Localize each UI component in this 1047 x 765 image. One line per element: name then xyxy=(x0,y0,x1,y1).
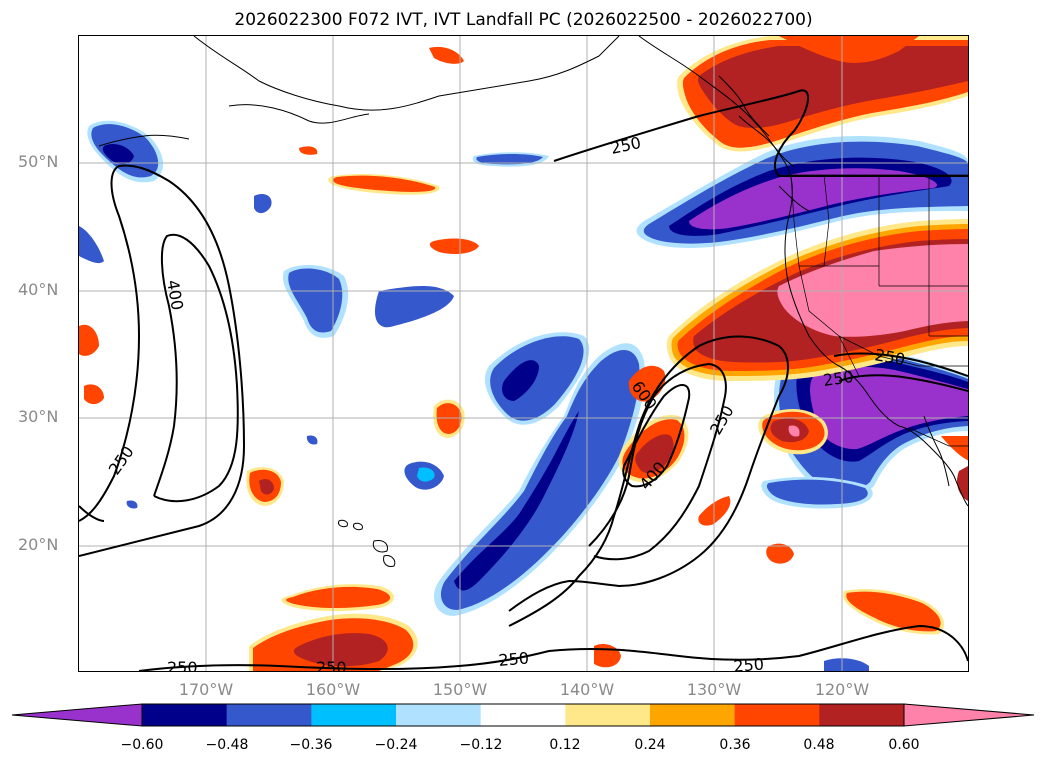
lat-label-40n: 40°N xyxy=(18,280,59,299)
gridlines xyxy=(79,36,968,671)
map-title: 2026022300 F072 IVT, IVT Landfall PC (20… xyxy=(234,10,813,30)
colorbar-tick-neg012: −0.12 xyxy=(459,737,503,753)
colorbar-tick-neg024: −0.24 xyxy=(374,737,418,753)
contour-label-250-bottom-3: 250 xyxy=(498,648,530,670)
lon-label-120w: 120°W xyxy=(814,680,870,699)
colorbar-frame xyxy=(141,703,905,727)
negative-anomaly-areas xyxy=(79,120,968,671)
lon-label-130w: 130°W xyxy=(686,680,742,699)
colorbar-tick-pos060: 0.60 xyxy=(888,737,920,753)
colorbar-tick-neg048: −0.48 xyxy=(205,737,249,753)
colorbar-extend-low xyxy=(11,703,143,727)
colorbar-tick-neg060: −0.60 xyxy=(120,737,164,753)
colorbar-segment xyxy=(819,704,905,726)
colorbar-segment xyxy=(480,704,566,726)
lat-label-50n: 50°N xyxy=(18,152,59,171)
colorbar-segment xyxy=(142,704,228,726)
colorbar-segment xyxy=(311,704,397,726)
contour-label-250-left: 250 xyxy=(105,442,138,478)
lon-label-170w: 170°W xyxy=(178,680,234,699)
colorbar-segment xyxy=(650,704,736,726)
map-panel: 250 400 250 600 400 250 250 250 250 250 … xyxy=(78,35,969,672)
contour-label-400-left: 400 xyxy=(163,278,187,311)
contour-label-250-bottom-1: 250 xyxy=(167,658,198,671)
colorbar-segment xyxy=(565,704,651,726)
colorbar-tick-pos024: 0.24 xyxy=(634,737,666,753)
contour-label-250-central: 250 xyxy=(706,402,738,438)
colorbar-tick-pos048: 0.48 xyxy=(803,737,835,753)
colorbar-tick-pos012: 0.12 xyxy=(549,737,581,753)
lon-label-160w: 160°W xyxy=(305,680,361,699)
lat-label-30n: 30°N xyxy=(18,407,59,426)
state-borders xyxy=(790,174,968,447)
contour-label-250-ne: 250 xyxy=(609,133,643,158)
colorbar-extend-high xyxy=(903,703,1035,727)
contour-label-250-bottom-2: 250 xyxy=(316,658,347,671)
contour-label-250-bottom-4: 250 xyxy=(733,654,765,671)
ivt-map: 250 400 250 600 400 250 250 250 250 250 … xyxy=(79,36,968,671)
lon-label-140w: 140°W xyxy=(559,680,615,699)
colorbar-tick-neg036: −0.36 xyxy=(289,737,333,753)
lon-label-150w: 150°W xyxy=(432,680,488,699)
colorbar-segment xyxy=(396,704,482,726)
lat-label-20n: 20°N xyxy=(18,535,59,554)
colorbar-tick-pos036: 0.36 xyxy=(719,737,751,753)
colorbar-segment xyxy=(734,704,820,726)
colorbar-segments xyxy=(11,703,1035,727)
colorbar-segment xyxy=(226,704,312,726)
ivt-contours xyxy=(79,89,968,671)
colorbar xyxy=(11,703,1035,727)
contour-label-250-socal-lower: 250 xyxy=(822,367,855,390)
positive-anomaly-areas xyxy=(79,36,968,671)
